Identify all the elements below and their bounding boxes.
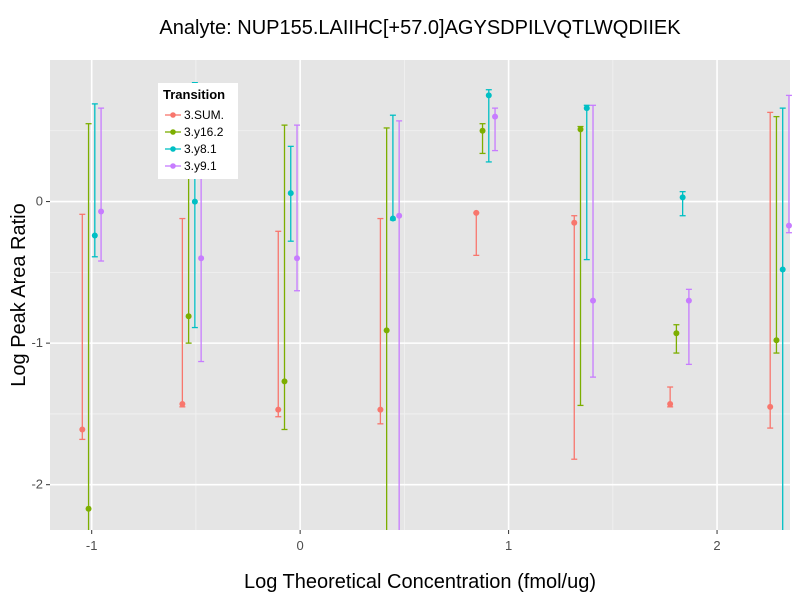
data-point bbox=[191, 198, 198, 205]
data-point bbox=[473, 209, 480, 216]
data-point bbox=[198, 255, 205, 262]
data-point bbox=[294, 255, 301, 262]
grid-major bbox=[50, 60, 790, 530]
data-point bbox=[571, 219, 578, 226]
x-tick-label: -1 bbox=[86, 538, 98, 553]
data-point bbox=[287, 190, 294, 197]
legend-label: 3.y16.2 bbox=[184, 125, 224, 139]
series-3.y9.1 bbox=[98, 94, 792, 530]
data-point bbox=[383, 327, 390, 334]
data-point bbox=[479, 127, 486, 134]
data-point bbox=[492, 113, 499, 120]
data-point bbox=[779, 266, 786, 273]
data-point bbox=[85, 505, 92, 512]
y-axis: -2 -1 0 bbox=[31, 194, 50, 492]
data-point bbox=[377, 406, 384, 413]
data-point bbox=[179, 401, 186, 408]
series-layer bbox=[79, 82, 792, 530]
data-point bbox=[673, 330, 680, 337]
data-point bbox=[485, 92, 492, 99]
data-point bbox=[98, 208, 105, 215]
legend-key-point bbox=[170, 146, 176, 152]
data-point bbox=[281, 378, 288, 385]
legend: Transition 3.SUM. 3.y16.2 3.y8.1 3.y9.1 bbox=[158, 83, 238, 179]
series-3.y16.2 bbox=[85, 115, 780, 530]
data-point bbox=[185, 313, 192, 320]
x-tick-label: 0 bbox=[297, 538, 304, 553]
data-point bbox=[389, 215, 396, 222]
x-axis-title: Log Theoretical Concentration (fmol/ug) bbox=[244, 571, 596, 593]
x-tick-label: 1 bbox=[505, 538, 512, 553]
data-point bbox=[685, 297, 692, 304]
data-point bbox=[667, 401, 674, 408]
legend-key-point bbox=[170, 112, 176, 118]
data-point bbox=[79, 426, 86, 433]
legend-items: 3.SUM. 3.y16.2 3.y8.1 3.y9.1 bbox=[165, 108, 224, 173]
legend-label: 3.y9.1 bbox=[184, 159, 217, 173]
data-point bbox=[577, 126, 584, 133]
y-tick-label: 0 bbox=[36, 194, 43, 209]
chart-title: Analyte: NUP155.LAIIHC[+57.0]AGYSDPILVQT… bbox=[159, 17, 681, 39]
legend-key-point bbox=[170, 163, 176, 169]
legend-key-point bbox=[170, 129, 176, 135]
legend-title: Transition bbox=[163, 87, 225, 102]
y-axis-title: Log Peak Area Ratio bbox=[8, 203, 30, 386]
x-axis: -1 0 1 2 bbox=[86, 530, 721, 553]
series-3.SUM. bbox=[79, 111, 774, 460]
y-tick-label: -2 bbox=[31, 477, 43, 492]
data-point bbox=[679, 194, 686, 201]
legend-label: 3.y8.1 bbox=[184, 142, 217, 156]
data-point bbox=[275, 406, 282, 413]
data-point bbox=[590, 297, 597, 304]
x-tick-label: 2 bbox=[713, 538, 720, 553]
data-point bbox=[767, 403, 774, 410]
data-point bbox=[583, 105, 590, 112]
legend-label: 3.SUM. bbox=[184, 108, 224, 122]
data-point bbox=[396, 212, 403, 219]
y-tick-label: -1 bbox=[31, 335, 43, 350]
data-point bbox=[773, 337, 780, 344]
data-point bbox=[91, 232, 98, 239]
data-point bbox=[785, 222, 792, 229]
